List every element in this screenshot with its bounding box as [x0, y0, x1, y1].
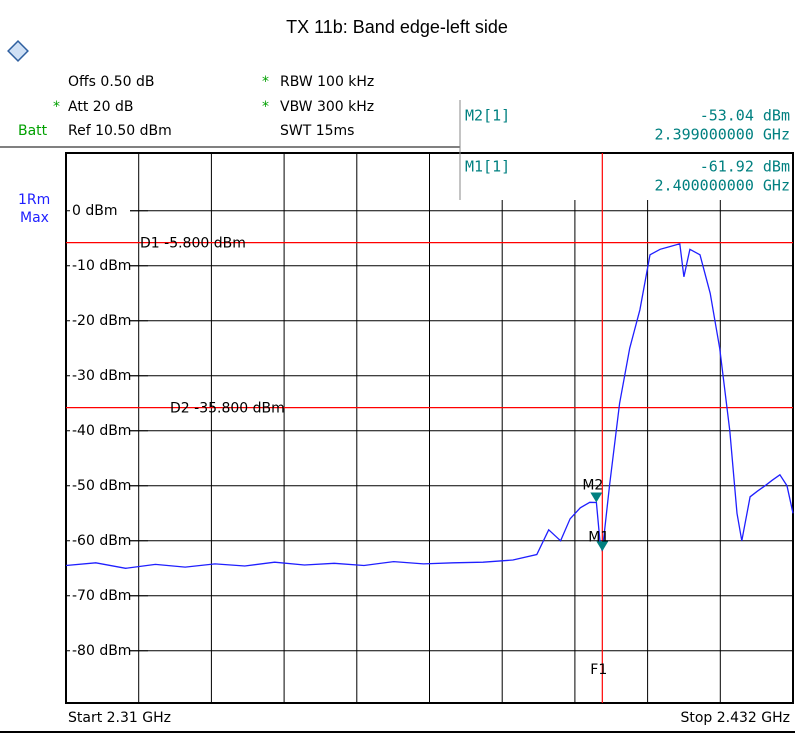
trace-id: 1Rm	[18, 192, 50, 208]
tick-label-bg	[70, 311, 130, 330]
logo	[7, 40, 29, 62]
tick-label-bg	[70, 256, 130, 275]
y-tick-label: -60 dBm	[72, 533, 131, 549]
marker-readout-bg	[460, 153, 793, 200]
marker-x: 2.400000000 GHz	[655, 177, 790, 195]
y-tick-label: -70 dBm	[72, 588, 131, 604]
marker-x: 2.399000000 GHz	[655, 126, 790, 144]
tick-label-bg	[70, 531, 130, 550]
marker-value: -53.04 dBm	[700, 107, 790, 125]
frame	[65, 152, 794, 704]
y-tick-label: -30 dBm	[72, 368, 131, 384]
rbw: RBW 100 kHz	[280, 74, 374, 90]
ref: Ref 10.50 dBm	[68, 123, 172, 139]
batt: Batt	[18, 123, 48, 139]
y-tick-label: -10 dBm	[72, 258, 131, 274]
chart-title: TX 11b: Band edge-left side	[286, 17, 508, 37]
y-tick-label: -50 dBm	[72, 478, 131, 494]
y-tick-label: -40 dBm	[72, 423, 131, 439]
star: *	[262, 74, 269, 90]
stop-label: Stop 2.432 GHz	[680, 710, 790, 726]
tick-label-bg	[70, 476, 130, 495]
trace-mode: Max	[20, 210, 49, 226]
marker	[590, 492, 603, 503]
marker-readout: M2[1]	[465, 107, 510, 125]
tick-label-bg	[70, 586, 130, 605]
start-label: Start 2.31 GHz	[68, 710, 171, 726]
y-tick-label: 0 dBm	[72, 203, 118, 219]
marker	[596, 541, 609, 552]
star: *	[53, 99, 60, 115]
display-line-label: D1 -5.800 dBm	[140, 236, 246, 252]
marker-name: M1	[588, 529, 609, 545]
tick-label-bg	[70, 201, 130, 220]
y-tick-label: -80 dBm	[72, 643, 131, 659]
tick-label-bg	[70, 641, 130, 660]
swt: SWT 15ms	[280, 123, 354, 139]
marker-name: M2	[582, 477, 603, 493]
tick-label-bg	[70, 366, 130, 385]
offset: Offs 0.50 dB	[68, 74, 155, 90]
y-tick-label: -20 dBm	[72, 313, 131, 329]
vbw: VBW 300 kHz	[280, 99, 374, 115]
marker-readout: M1[1]	[465, 158, 510, 176]
frequency-line-label: F1	[590, 662, 607, 678]
tick-label-bg	[70, 421, 130, 440]
star: *	[262, 99, 269, 115]
marker-value: -61.92 dBm	[700, 158, 790, 176]
att: Att 20 dB	[68, 99, 134, 115]
display-line-label: D2 -35.800 dBm	[170, 401, 285, 417]
